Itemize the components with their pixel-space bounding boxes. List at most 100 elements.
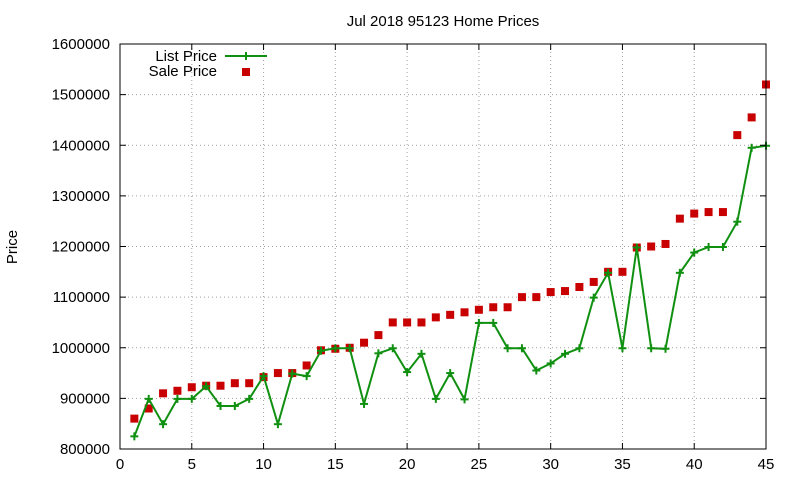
sale-price-point [187, 383, 196, 392]
y-tick-label: 800000 [60, 441, 110, 458]
sale-price-point [460, 308, 469, 317]
list-price-point [331, 344, 340, 353]
list-price-point [144, 394, 153, 403]
list-price-point [230, 401, 239, 410]
list-price-point [575, 344, 584, 353]
list-price-point [561, 349, 570, 358]
sale-price-point [417, 318, 426, 327]
sale-price-point [431, 313, 440, 322]
sale-price-point [130, 414, 139, 423]
list-price-point [173, 394, 182, 403]
list-price-point [431, 394, 440, 403]
y-tick-label: 1400000 [52, 137, 110, 154]
list-price-point [460, 395, 469, 404]
y-tick-label: 1500000 [52, 87, 110, 104]
x-tick-label: 20 [399, 456, 416, 473]
x-tick-label: 40 [686, 456, 703, 473]
chart-title: Jul 2018 95123 Home Prices [347, 13, 540, 30]
sale-price-point [374, 331, 383, 340]
sale-price-point [489, 303, 498, 312]
list-price-point [532, 366, 541, 375]
list-price-point [259, 372, 268, 381]
list-price-point [288, 369, 297, 378]
list-price-point [202, 382, 211, 391]
list-price-point [517, 344, 526, 353]
list-price-point [546, 359, 555, 368]
list-price-point [604, 268, 613, 277]
sale-price-point [747, 113, 756, 122]
list-price-point [374, 349, 383, 358]
sale-price-point [618, 267, 627, 276]
sale-price-point [517, 293, 526, 302]
list-price-point [388, 344, 397, 353]
legend-label-sale-price: Sale Price [149, 63, 217, 80]
list-price-point [345, 344, 354, 353]
sale-price-point [575, 283, 584, 291]
y-tick-label: 900000 [60, 390, 110, 407]
list-price-point [589, 293, 598, 302]
sale-price-point [647, 242, 656, 251]
sale-price-point [561, 287, 570, 296]
sale-price-point [675, 214, 684, 223]
x-tick-label: 0 [116, 456, 124, 473]
list-price-point [417, 349, 426, 358]
y-tick-label: 1600000 [52, 36, 110, 53]
series-area [130, 80, 770, 441]
list-price-point [632, 243, 641, 252]
list-price-point [273, 420, 282, 429]
list-price-point [216, 401, 225, 410]
list-price-point [704, 243, 713, 252]
y-tick-label: 1000000 [52, 340, 110, 357]
sale-price-point [360, 338, 369, 347]
sale-price-point [546, 288, 555, 297]
sale-price-point [273, 369, 282, 378]
sale-price-point [230, 379, 239, 388]
list-price-point [130, 432, 139, 441]
sale-price-point [733, 131, 742, 140]
list-price-point [661, 344, 670, 353]
list-price-point [503, 344, 512, 353]
x-tick-label: 15 [327, 456, 344, 473]
sale-price-point [216, 381, 225, 390]
sale-price-point [690, 209, 699, 218]
sale-price-point [245, 379, 254, 388]
x-tick-label: 45 [758, 456, 775, 473]
x-tick-label: 5 [188, 456, 196, 473]
sale-price-point [532, 293, 541, 302]
y-axis-label: Price [4, 230, 21, 264]
sale-price-point [302, 361, 311, 370]
legend-swatch-sale-price [242, 68, 250, 76]
list-price-point [675, 268, 684, 277]
sale-price-point [661, 239, 670, 248]
y-tick-label: 1100000 [53, 289, 110, 306]
x-tick-label: 10 [255, 456, 272, 473]
sale-price-point [159, 389, 168, 398]
list-price-point [360, 399, 369, 408]
list-price-point [690, 248, 699, 257]
list-price-point [159, 420, 168, 429]
y-tick-label: 1300000 [52, 188, 110, 205]
x-tick-label: 25 [471, 456, 488, 473]
list-price-point [733, 217, 742, 226]
list-price-point [403, 368, 412, 377]
legend-label-list-price: List Price [155, 48, 217, 65]
sale-price-point [446, 310, 455, 319]
list-price-point [489, 318, 498, 327]
y-tick-label: 1200000 [52, 239, 110, 256]
sale-price-point [718, 208, 727, 217]
list-price-point [316, 346, 325, 355]
sale-price-point [173, 386, 182, 395]
list-price-point [446, 369, 455, 378]
sale-price-point [589, 277, 598, 286]
list-price-point [245, 394, 254, 403]
sale-price-point [704, 208, 713, 217]
list-price-point [474, 318, 483, 327]
axis-ticks: 0 5 10 15 20 25 30 35 40 45 800000 900000 1000000 110… [52, 36, 775, 473]
list-price-point [747, 143, 756, 152]
list-price-point [618, 344, 627, 353]
sale-price-point [144, 404, 153, 413]
x-tick-label: 30 [542, 456, 559, 473]
sale-price-point [403, 318, 412, 327]
